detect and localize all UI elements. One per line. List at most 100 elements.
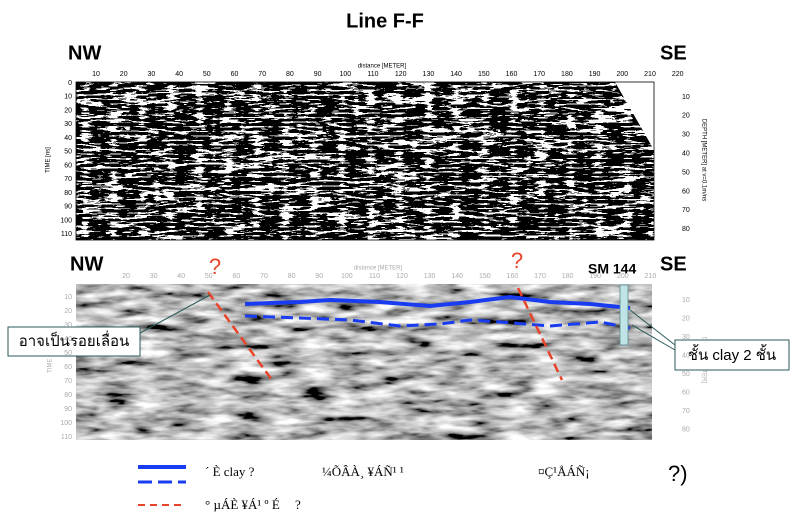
x-tick-label: 130 (423, 71, 435, 78)
x-tick-label: 190 (589, 273, 601, 280)
x-tick-label: 170 (533, 71, 545, 78)
y2-tick-label: 80 (682, 426, 690, 433)
nw-label: NW (68, 42, 101, 64)
y-tick-label: 40 (64, 336, 72, 343)
y2-tick-label: 60 (682, 389, 690, 396)
y2-tick-label: 40 (682, 151, 690, 158)
callout-text: อาจเป็นรอยเลื่อน (19, 330, 130, 350)
y2-tick-label: 30 (682, 334, 690, 341)
borehole-marker (619, 284, 629, 346)
x-tick-label: 30 (148, 71, 156, 78)
borehole-label: SM 144 (588, 261, 636, 277)
y-tick-label: 0 (68, 80, 72, 87)
fault-line (516, 287, 564, 381)
y2-tick-label: 20 (682, 315, 690, 322)
y-tick-label: 20 (64, 308, 72, 315)
radargram-top (76, 82, 654, 240)
x-tick-label: 10 (92, 71, 100, 78)
x-tick-label: 160 (507, 273, 519, 280)
x-tick-label: 100 (339, 71, 351, 78)
x-tick-label: 50 (203, 71, 211, 78)
y-axis-title: TIME [ns] (46, 147, 52, 173)
y2-tick-label: 50 (682, 169, 690, 176)
x-tick-label: 20 (120, 71, 128, 78)
x-tick-label: 210 (645, 273, 657, 280)
clay-upper (244, 294, 631, 310)
x-tick-label: 100 (341, 273, 353, 280)
callout-box (7, 326, 141, 357)
x-tick-label: 200 (617, 273, 629, 280)
callout-text: ชั้น clay 2 ชั้น (688, 344, 776, 364)
y-tick-label: 30 (64, 121, 72, 128)
x-tick-label: 120 (395, 71, 407, 78)
x-axis-title: distance [METER] (358, 64, 407, 70)
y-tick-label: 70 (64, 378, 72, 385)
y-tick-label: 10 (64, 294, 72, 301)
legend-text: ° µÁÈ ¥Á¹ º É (205, 497, 280, 512)
x-tick-label: 220 (672, 71, 684, 78)
x-tick-label: 110 (367, 71, 378, 78)
y-tick-label: 110 (61, 231, 72, 238)
callout-box (674, 339, 790, 371)
x-tick-label: 150 (478, 71, 490, 78)
y-tick-label: 90 (64, 204, 72, 211)
x-tick-label: 150 (479, 273, 491, 280)
x-tick-label: 30 (150, 273, 158, 280)
se-label: SE (660, 42, 687, 64)
x-tick-label: 120 (396, 273, 408, 280)
y-tick-label: 110 (61, 434, 72, 441)
callout-pointer (629, 309, 676, 346)
y2-axis-title: DEPTH [METER] at v=0.1m/ns (700, 119, 706, 202)
x-tick-label: 200 (616, 71, 628, 78)
x-axis-title: distance [METER] (354, 266, 403, 272)
y2-tick-label: 50 (682, 371, 690, 378)
y-tick-label: 20 (64, 107, 72, 114)
y-tick-label: 50 (64, 350, 72, 357)
x-tick-label: 60 (233, 273, 241, 280)
x-tick-label: 110 (369, 273, 380, 280)
y-tick-label: 50 (64, 149, 72, 156)
y-axis-title: TIME [ns] (48, 347, 54, 373)
y-tick-label: 80 (64, 392, 72, 399)
y2-tick-label: 60 (682, 188, 690, 195)
x-tick-label: 90 (315, 273, 323, 280)
x-tick-label: 210 (644, 71, 656, 78)
y2-tick-label: 10 (682, 94, 690, 101)
x-tick-label: 180 (561, 71, 573, 78)
y2-tick-label: 40 (682, 352, 690, 359)
y-tick-label: 90 (64, 406, 72, 413)
x-tick-label: 80 (286, 71, 294, 78)
y-tick-label: 80 (64, 190, 72, 197)
clay-lower (244, 314, 631, 330)
x-tick-label: 170 (534, 273, 546, 280)
y-tick-label: 100 (60, 217, 72, 224)
x-tick-label: 130 (424, 273, 436, 280)
x-tick-label: 50 (205, 273, 213, 280)
fault-line (206, 291, 274, 381)
y-tick-label: 10 (64, 94, 72, 101)
x-tick-label: 40 (177, 273, 185, 280)
x-tick-label: 90 (314, 71, 322, 78)
y-tick-label: 100 (60, 420, 72, 427)
y-tick-label: 40 (64, 135, 72, 142)
question-mark: ? (511, 248, 523, 273)
legend-text: ? (295, 497, 301, 512)
x-tick-label: 40 (175, 71, 183, 78)
x-tick-label: 70 (260, 273, 268, 280)
x-tick-label: 60 (231, 71, 239, 78)
y-tick-label: 30 (64, 322, 72, 329)
x-tick-label: 180 (562, 273, 574, 280)
x-tick-label: 70 (258, 71, 266, 78)
y2-tick-label: 10 (682, 297, 690, 304)
frame (75, 81, 655, 241)
y2-tick-label: 70 (682, 207, 690, 214)
y2-tick-label: 20 (682, 113, 690, 120)
blank-area (615, 82, 654, 150)
y-tick-label: 60 (64, 162, 72, 169)
legend-text: ¼ÕÂÀ¸ ¥ÁÑ¹ ¹ (322, 464, 404, 479)
y2-tick-label: 70 (682, 408, 690, 415)
y-tick-label: 70 (64, 176, 72, 183)
y-tick-label: 60 (64, 364, 72, 371)
se-label: SE (660, 253, 687, 275)
